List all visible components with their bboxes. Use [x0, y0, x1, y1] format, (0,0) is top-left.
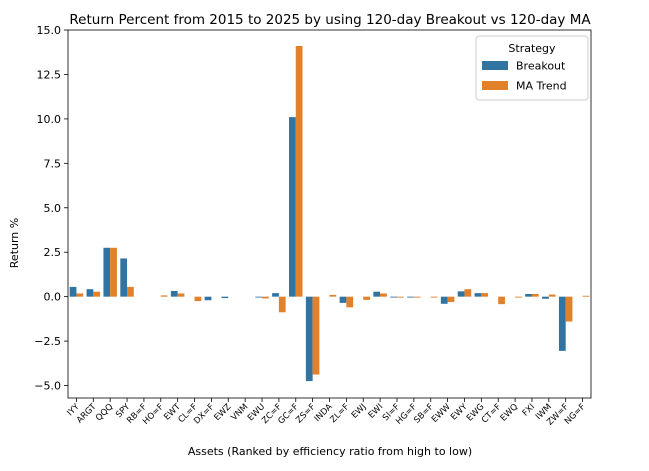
legend-swatch-breakout — [482, 61, 508, 70]
bar-ma-trend — [262, 296, 269, 299]
y-tick-label: 15.0 — [37, 24, 62, 37]
bar-ma-trend — [380, 293, 387, 297]
bar-breakout — [525, 294, 532, 297]
bar-ma-trend — [498, 296, 505, 305]
x-tick-label: QQQ — [94, 402, 115, 423]
y-tick-label: −2.5 — [34, 335, 61, 348]
x-tick-label: ZL=F — [328, 402, 351, 425]
bar-breakout — [440, 296, 448, 304]
legend-label-ma-trend: MA Trend — [516, 80, 567, 93]
bar-ma-trend — [363, 296, 370, 300]
bar-ma-trend — [481, 293, 489, 297]
bar-ma-trend — [396, 296, 404, 298]
legend: Strategy Breakout MA Trend — [475, 35, 589, 101]
bar-ma-trend — [346, 296, 354, 308]
bar-breakout — [69, 286, 77, 297]
y-axis-label: Return % — [8, 218, 21, 268]
bar-ma-trend — [93, 291, 101, 297]
bar-ma-trend — [582, 295, 590, 297]
bar-breakout — [339, 296, 347, 303]
y-tick-label: 12.5 — [37, 68, 62, 81]
x-tick-label: SB=F — [412, 402, 436, 426]
bar-ma-trend — [110, 247, 117, 297]
bar-breakout — [170, 290, 178, 297]
y-tick-label: 10.0 — [37, 113, 62, 126]
bar-ma-trend — [531, 294, 539, 297]
bar-breakout — [272, 293, 279, 297]
bar-breakout — [103, 247, 111, 297]
bar-ma-trend — [278, 296, 286, 313]
bar-ma-trend — [194, 296, 202, 302]
bar-breakout — [558, 296, 566, 351]
legend-label-breakout: Breakout — [516, 60, 566, 73]
bar-breakout — [390, 296, 397, 298]
bar-ma-trend — [447, 296, 455, 302]
bar-ma-trend — [76, 293, 84, 297]
x-tick-label: CT=F — [480, 402, 504, 426]
bar-breakout — [305, 296, 313, 382]
bar-breakout — [289, 117, 296, 297]
bar-breakout — [457, 291, 465, 297]
bar-ma-trend — [515, 296, 522, 298]
bar-ma-trend — [127, 286, 134, 297]
bar-ma-trend — [548, 294, 556, 297]
x-tick-label: EWJ — [350, 402, 369, 421]
bar-ma-trend — [312, 296, 320, 375]
chart-title: Return Percent from 2015 to 2025 by usin… — [69, 12, 591, 28]
bar-ma-trend — [295, 46, 303, 297]
x-tick-label: EWW — [430, 402, 453, 425]
bar-ma-trend — [430, 296, 438, 298]
y-tick-label: 2.5 — [44, 246, 62, 259]
bar-ma-trend — [177, 293, 185, 297]
bar-breakout — [373, 291, 381, 297]
bar-breakout — [204, 296, 212, 301]
x-tick-label: EWQ — [499, 402, 521, 424]
y-tick-label: 5.0 — [44, 202, 62, 215]
y-tick-label: −5.0 — [34, 380, 61, 393]
legend-title: Strategy — [508, 42, 556, 55]
x-tick-label: VNM — [229, 402, 250, 423]
bar-ma-trend — [160, 295, 168, 297]
bar-breakout — [86, 289, 94, 297]
bar-breakout — [474, 293, 482, 297]
bar-breakout — [120, 258, 128, 297]
x-axis-label: Assets (Ranked by efficiency ratio from … — [188, 445, 472, 458]
bar-breakout — [542, 296, 549, 299]
bar-ma-trend — [329, 294, 337, 297]
x-tick-label: EWZ — [212, 402, 233, 423]
bar-breakout — [255, 296, 263, 298]
bars-layer — [69, 46, 590, 382]
bar-breakout — [407, 296, 414, 298]
y-tick-label: 0.0 — [44, 291, 62, 304]
legend-swatch-ma-trend — [482, 81, 508, 90]
x-tick-label: ZS=F — [294, 402, 318, 426]
bar-ma-trend — [413, 296, 421, 298]
bar-breakout — [221, 296, 229, 299]
bar-ma-trend — [565, 296, 573, 322]
bar-ma-trend — [464, 289, 472, 297]
y-tick-label: 7.5 — [44, 157, 62, 170]
